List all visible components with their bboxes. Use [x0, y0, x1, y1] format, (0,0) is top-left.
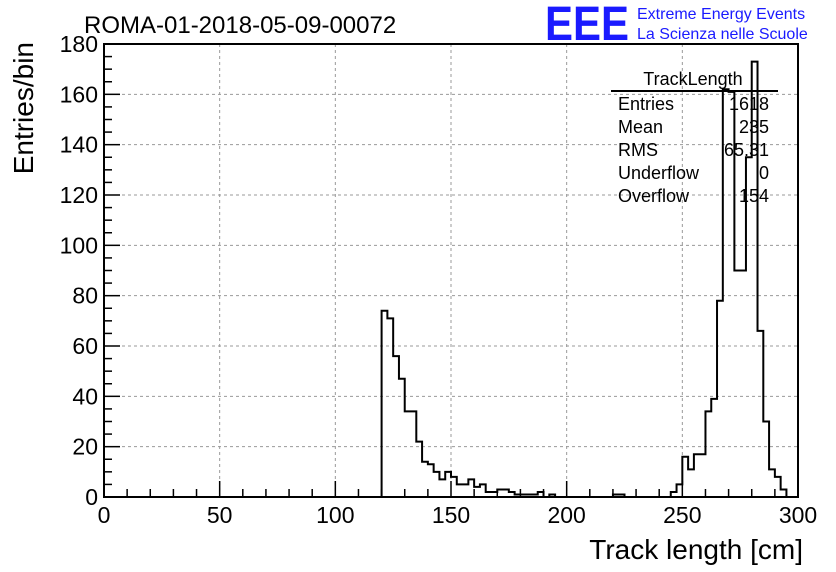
stats-row-label: Entries: [618, 94, 674, 114]
x-tick-label: 50: [207, 502, 233, 528]
histogram-bin: [439, 479, 445, 497]
y-tick-label: 180: [60, 31, 98, 57]
histogram-bin: [422, 462, 428, 497]
grid-lines: [104, 44, 798, 497]
histogram-bin: [740, 271, 746, 498]
stats-row-label: Underflow: [618, 163, 700, 183]
histogram-bin: [474, 487, 480, 497]
histogram-bin: [700, 454, 706, 497]
run-title: ROMA-01-2018-05-09-00072: [84, 12, 396, 39]
stats-row-label: Overflow: [618, 186, 690, 206]
y-tick-label: 60: [72, 333, 98, 359]
stats-row-value: 1618: [729, 94, 769, 114]
stats-row-value: 65.31: [724, 140, 769, 160]
y-tick-label: 80: [72, 283, 98, 309]
x-tick-label: 0: [98, 502, 111, 528]
stats-row-label: RMS: [618, 140, 658, 160]
y-tick-label: 100: [60, 232, 98, 258]
histogram-bin: [463, 484, 469, 497]
histogram-bin: [711, 399, 717, 497]
stats-row-value: 0: [759, 163, 769, 183]
y-axis-label: Entries/bin: [8, 42, 39, 174]
logo-line-2: La Scienza nelle Scuole: [637, 26, 808, 43]
x-tick-label: 300: [779, 502, 817, 528]
y-tick-label: 0: [85, 484, 98, 510]
stats-box: TrackLength Entries 1618 Mean 235 RMS 65.31 Un…: [611, 69, 778, 206]
histogram-series-line: [380, 60, 788, 498]
axis-ticks: [103, 43, 799, 498]
stats-row-value: 235: [739, 117, 769, 137]
y-tick-label: 140: [60, 132, 98, 158]
axis-tick-labels: 0 50 100 150 200 250 300 0 20 40 60 80 100 120 140 160 1…: [60, 31, 818, 528]
y-tick-label: 160: [60, 81, 98, 107]
x-tick-label: 100: [316, 502, 354, 528]
histogram-bin: [734, 271, 740, 498]
x-tick-label: 250: [663, 502, 701, 528]
x-axis-label: Track length [cm]: [589, 534, 803, 565]
histogram-bin: [688, 469, 694, 497]
y-tick-label: 20: [72, 434, 98, 460]
histogram-bin: [457, 484, 463, 497]
stats-title: TrackLength: [643, 69, 742, 89]
stats-row-label: Mean: [618, 117, 663, 137]
x-tick-label: 150: [432, 502, 470, 528]
histogram-bin: [405, 411, 411, 497]
y-tick-label: 120: [60, 182, 98, 208]
logo-line-1: Extreme Energy Events: [637, 6, 805, 23]
y-tick-label: 40: [72, 383, 98, 409]
stats-row-value: 154: [739, 186, 769, 206]
eee-logo: EEE: [545, 0, 629, 51]
x-tick-label: 200: [547, 502, 585, 528]
